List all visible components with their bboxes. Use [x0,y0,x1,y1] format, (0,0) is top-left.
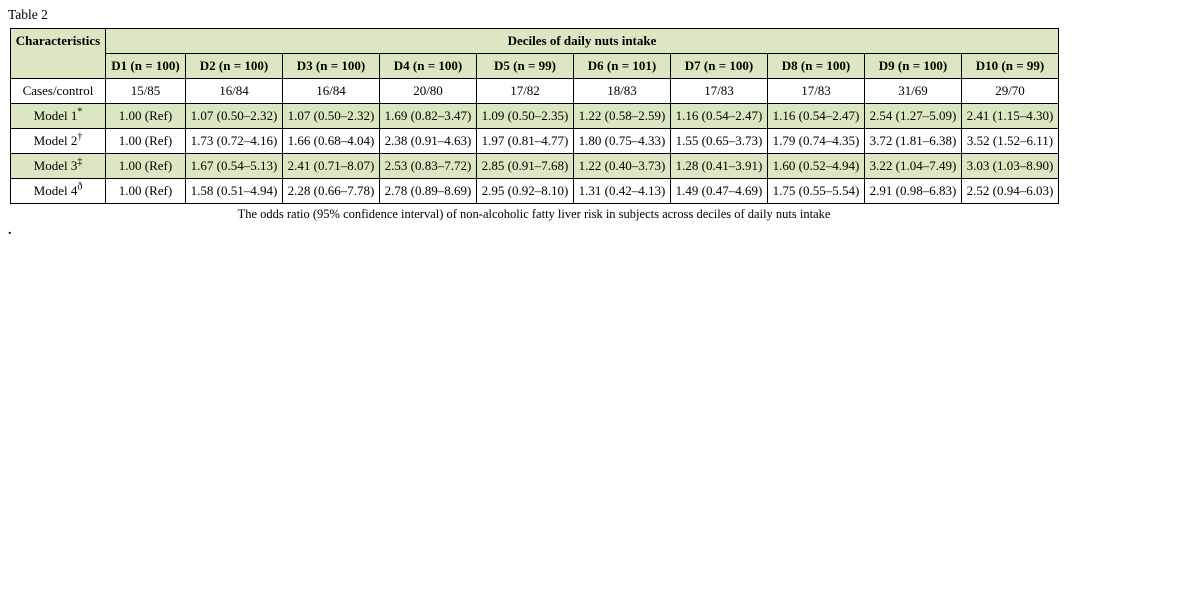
value-cell: 16/84 [185,78,283,104]
deciles-table: Characteristics Deciles of daily nuts in… [10,28,1059,204]
value-cell: 1.66 (0.68–4.04) [282,128,380,154]
value-cell: 1.07 (0.50–2.32) [282,103,380,129]
value-cell: 1.22 (0.40–3.73) [573,153,671,179]
value-cell: 20/80 [379,78,477,104]
value-cell: 17/83 [767,78,865,104]
value-cell: 1.16 (0.54–2.47) [670,103,768,129]
value-cell: 1.31 (0.42–4.13) [573,178,671,204]
footnote-marker: * [77,106,83,118]
table-row: Cases/control 15/85 16/84 16/84 20/80 17/82 18… [10,78,1059,104]
value-cell: 2.54 (1.27–5.09) [864,103,962,129]
value-cell: 2.28 (0.66–7.78) [282,178,380,204]
column-header-d6: D6 (n = 101) [573,53,671,79]
value-cell: 1.00 (Ref) [105,103,186,129]
value-cell: 1.97 (0.81–4.77) [476,128,574,154]
value-cell: 16/84 [282,78,380,104]
value-cell: 1.67 (0.54–5.13) [185,153,283,179]
value-cell: 1.69 (0.82–3.47) [379,103,477,129]
value-cell: 1.55 (0.65–3.73) [670,128,768,154]
column-header-d1: D1 (n = 100) [105,53,186,79]
column-header-row: D1 (n = 100) D2 (n = 100) D3 (n = 100) D4 (… [11,53,1059,79]
value-cell: 2.52 (0.94–6.03) [961,178,1059,204]
value-cell: 2.85 (0.91–7.68) [476,153,574,179]
value-cell: 1.07 (0.50–2.32) [185,103,283,129]
footnote-marker: ‡ [77,156,83,168]
value-cell: 17/82 [476,78,574,104]
value-cell: 1.58 (0.51–4.94) [185,178,283,204]
table-title: Table 2 [8,7,48,22]
column-header-d10: D10 (n = 99) [961,53,1059,79]
table-row: Model 2† 1.00 (Ref) 1.73 (0.72–4.16) 1.66 (… [10,128,1059,154]
value-cell: 1.60 (0.52–4.94) [767,153,865,179]
value-cell: 15/85 [105,78,186,104]
column-header-d5: D5 (n = 99) [476,53,574,79]
group-header-row: Characteristics Deciles of daily nuts in… [10,28,1059,79]
column-header-d9: D9 (n = 100) [864,53,962,79]
column-header-d2: D2 (n = 100) [185,53,283,79]
value-cell: 17/83 [670,78,768,104]
row-label: Model 4ð [10,178,106,204]
value-cell: 1.79 (0.74–4.35) [767,128,865,154]
value-cell: 1.00 (Ref) [105,153,186,179]
value-cell: 1.80 (0.75–4.33) [573,128,671,154]
column-header-d7: D7 (n = 100) [670,53,768,79]
value-cell: 2.95 (0.92–8.10) [476,178,574,204]
value-cell: 2.53 (0.83–7.72) [379,153,477,179]
value-cell: 2.91 (0.98–6.83) [864,178,962,204]
corner-header: Characteristics [10,28,106,79]
value-cell: 1.49 (0.47–4.69) [670,178,768,204]
table-caption: The odds ratio (95% confidence interval)… [237,207,831,221]
column-header-d8: D8 (n = 100) [767,53,865,79]
group-header: Deciles of daily nuts intake [105,28,1059,54]
value-cell: 3.22 (1.04–7.49) [864,153,962,179]
value-cell: 1.09 (0.50–2.35) [476,103,574,129]
value-cell: 3.03 (1.03–8.90) [961,153,1059,179]
table-body: Cases/control 15/85 16/84 16/84 20/80 17/82 18… [10,78,1059,204]
value-cell: 1.73 (0.72–4.16) [185,128,283,154]
value-cell: 1.00 (Ref) [105,128,186,154]
row-label: Cases/control [10,78,106,104]
value-cell: 1.28 (0.41–3.91) [670,153,768,179]
row-label: Model 1* [10,103,106,129]
row-label: Model 3‡ [10,153,106,179]
value-cell: 2.41 (1.15–4.30) [961,103,1059,129]
value-cell: 2.78 (0.89–8.69) [379,178,477,204]
footnote-marker: ð [77,181,83,193]
column-header-d4: D4 (n = 100) [379,53,477,79]
value-cell: 3.72 (1.81–6.38) [864,128,962,154]
value-cell: 1.22 (0.58–2.59) [573,103,671,129]
page: Table 2 Characteristics Deciles of daily… [0,0,1200,238]
value-cell: 2.41 (0.71–8.07) [282,153,380,179]
value-cell: 1.16 (0.54–2.47) [767,103,865,129]
table-row: Model 1* 1.00 (Ref) 1.07 (0.50–2.32) 1.07 (… [10,103,1059,129]
row-label: Model 2† [10,128,106,154]
table-row: Model 3‡ 1.00 (Ref) 1.67 (0.54–5.13) 2.41 (… [10,153,1059,179]
stray-dot: . [8,223,12,238]
value-cell: 3.52 (1.52–6.11) [961,128,1059,154]
footnote-marker: † [77,131,83,143]
value-cell: 31/69 [864,78,962,104]
value-cell: 1.75 (0.55–5.54) [767,178,865,204]
column-header-d3: D3 (n = 100) [282,53,380,79]
value-cell: 1.00 (Ref) [105,178,186,204]
value-cell: 2.38 (0.91–4.63) [379,128,477,154]
value-cell: 18/83 [573,78,671,104]
value-cell: 29/70 [961,78,1059,104]
table-row: Model 4ð 1.00 (Ref) 1.58 (0.51–4.94) 2.28 (… [10,178,1059,204]
